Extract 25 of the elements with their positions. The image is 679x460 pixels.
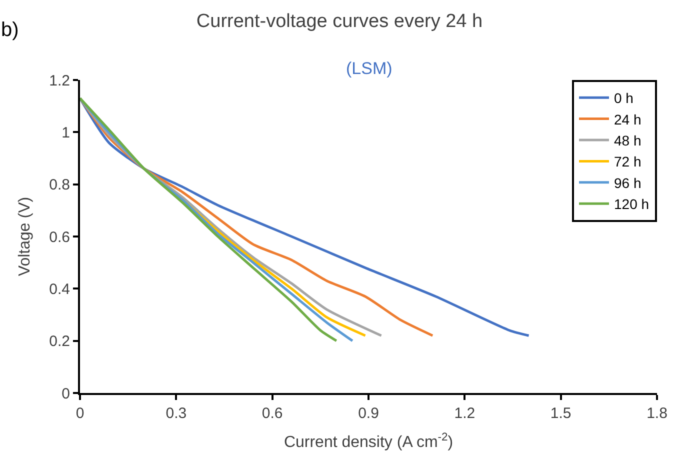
text: b) — [1, 19, 19, 41]
y-axis-title: Voltage (V) — [16, 196, 34, 276]
y-tick-label: 0 — [62, 385, 70, 402]
x-tick-label: 1.2 — [454, 405, 476, 422]
x-tick-label: 0.3 — [166, 405, 187, 422]
x-tick-label: 0 — [76, 405, 84, 422]
chart-title: Current-voltage curves every 24 h — [196, 11, 483, 32]
legend-label: 72 h — [614, 154, 642, 170]
x-tick-label: 1.8 — [646, 405, 668, 422]
y-tick-label: 1 — [62, 124, 70, 142]
y-tick-label: 0.2 — [49, 333, 70, 350]
legend-label: 96 h — [614, 174, 642, 191]
legend-label: 24 h — [614, 111, 642, 128]
y-tick-label: 0.6 — [49, 228, 70, 246]
x-tick-label: 1.5 — [550, 405, 572, 422]
y-tick-label: 0.4 — [49, 280, 70, 298]
y-tick-label: 0.8 — [49, 176, 70, 194]
y-tick-label: 1.2 — [49, 72, 70, 90]
legend-label: 48 h — [614, 132, 642, 148]
legend-label: 0 h — [614, 90, 634, 106]
chart-subtitle: (LSM) — [346, 59, 392, 78]
x-axis-title: Current density (A cm$^{-2}$) — [284, 431, 454, 452]
x-tick-label: 0.9 — [358, 405, 379, 422]
x-tick-label: 0.6 — [262, 405, 283, 422]
legend-label: 120 h — [614, 196, 650, 212]
